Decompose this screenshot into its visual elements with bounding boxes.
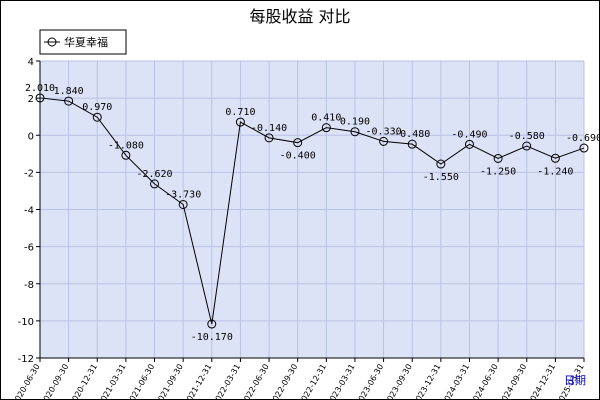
x-tick-label: 2023-09-30 — [383, 363, 414, 400]
data-label: -10.170 — [191, 332, 233, 343]
data-label: 2.010 — [25, 83, 55, 94]
data-point — [64, 96, 74, 106]
data-point — [150, 179, 160, 189]
x-tick-label: 2024-03-31 — [440, 363, 471, 400]
y-tick-label: -6 — [24, 243, 34, 254]
x-tick-label: 2023-12-31 — [412, 363, 443, 400]
data-point — [407, 139, 417, 149]
data-point — [35, 93, 45, 103]
data-point — [235, 117, 245, 127]
data-label: -0.400 — [280, 151, 316, 162]
y-tick-label: 4 — [28, 57, 34, 68]
data-label: 0.190 — [340, 117, 370, 128]
x-tick-label: 2023-06-30 — [354, 363, 385, 400]
data-point — [493, 153, 503, 163]
x-tick-label: 2020-09-30 — [39, 363, 70, 400]
x-tick-label: 2020-06-30 — [11, 363, 42, 400]
data-label: 0.970 — [82, 102, 112, 113]
y-tick-label: -12 — [18, 354, 34, 365]
data-point — [321, 123, 331, 133]
legend-marker — [47, 37, 57, 47]
x-tick-label: 2021-06-30 — [125, 363, 156, 400]
data-label: -1.250 — [480, 166, 516, 177]
data-label: 0.710 — [225, 107, 255, 118]
x-tick-label: 2022-09-30 — [268, 363, 299, 400]
data-point — [92, 112, 102, 122]
x-tick-label: 2023-03-31 — [326, 363, 357, 400]
data-point — [178, 199, 188, 209]
data-label: -3.730 — [165, 189, 201, 200]
data-point — [436, 159, 446, 169]
y-tick-label: -2 — [24, 168, 34, 179]
data-label: -0.490 — [451, 129, 487, 140]
data-point — [293, 138, 303, 148]
data-label: -0.140 — [251, 123, 287, 134]
x-tick-label: 2022-12-31 — [297, 363, 328, 400]
data-point — [264, 133, 274, 143]
data-label: 1.840 — [54, 86, 84, 97]
series-line — [39, 97, 585, 325]
x-tick-label: 2022-06-30 — [240, 363, 271, 400]
x-tick-label: 2024-12-31 — [526, 363, 557, 400]
x-tick-label: 2024-09-30 — [497, 363, 528, 400]
data-label: -0.330 — [366, 126, 402, 137]
x-tick-label: 2022-03-31 — [211, 363, 242, 400]
data-label: -1.080 — [108, 140, 144, 151]
data-point — [579, 143, 589, 153]
data-point — [464, 139, 474, 149]
data-point — [550, 153, 560, 163]
y-tick-label: -10 — [18, 317, 34, 328]
data-label: -0.480 — [394, 129, 430, 140]
data-label: -2.620 — [136, 169, 172, 180]
y-tick-label: 2 — [28, 94, 34, 105]
y-tick-label: -8 — [24, 280, 34, 291]
x-tick-label: 2021-12-31 — [182, 363, 213, 400]
data-point — [121, 150, 131, 160]
data-label: -0.690 — [566, 133, 599, 144]
data-point — [379, 136, 389, 146]
x-tick-label: 2024-06-30 — [469, 362, 500, 399]
data-label: -1.550 — [423, 172, 459, 183]
data-label: 0.410 — [311, 113, 341, 124]
x-tick-label: 2020-12-31 — [68, 363, 99, 400]
data-point — [207, 319, 217, 329]
y-tick-label: -4 — [24, 206, 34, 217]
data-label: -0.580 — [509, 131, 545, 142]
x-axis-label: 日期 — [564, 374, 586, 387]
x-tick-label: 2021-09-30 — [154, 363, 185, 400]
data-label: -1.240 — [537, 166, 573, 177]
data-point — [522, 141, 532, 151]
data-point — [350, 127, 360, 137]
y-tick-label: 0 — [28, 131, 34, 142]
x-tick-label: 2021-03-31 — [97, 363, 128, 400]
legend-label: 华夏幸福 — [64, 35, 108, 49]
chart-title: 每股收益 对比 — [249, 7, 351, 26]
